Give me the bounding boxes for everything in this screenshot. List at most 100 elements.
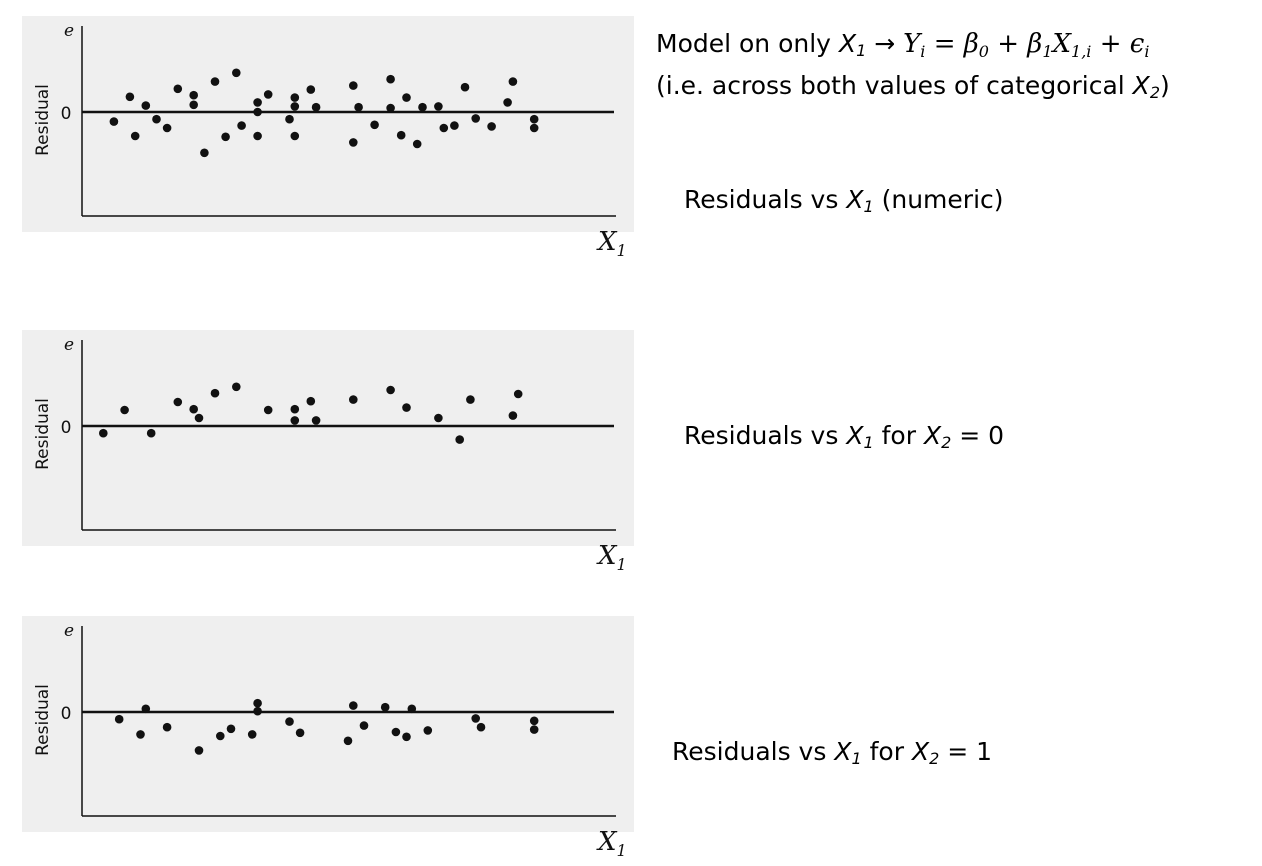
y-axis-letter: e bbox=[64, 335, 74, 355]
data-point bbox=[290, 93, 300, 102]
data-point bbox=[295, 728, 305, 738]
data-point bbox=[439, 123, 449, 133]
eq-equals: = bbox=[933, 29, 956, 59]
data-point bbox=[423, 726, 433, 735]
data-point bbox=[253, 698, 262, 708]
caption-suffix: for bbox=[869, 737, 904, 766]
data-point bbox=[263, 90, 273, 99]
data-point bbox=[386, 74, 395, 84]
data-point bbox=[412, 139, 422, 149]
eq-plus1: + bbox=[997, 29, 1020, 59]
model-equation: Yi = β0 + β1X1,i + ϵi bbox=[903, 29, 1149, 61]
data-point bbox=[99, 428, 108, 438]
data-point bbox=[136, 730, 145, 739]
eq-y: Y bbox=[903, 29, 921, 59]
data-point bbox=[120, 405, 129, 415]
data-point bbox=[455, 435, 465, 444]
data-point bbox=[343, 736, 353, 746]
subtitle-suffix: ) bbox=[1160, 71, 1170, 100]
data-point bbox=[407, 704, 417, 714]
eq-beta1-sub: 1 bbox=[1042, 42, 1053, 61]
data-point bbox=[471, 114, 481, 123]
caption-var2: X bbox=[923, 421, 942, 450]
data-point bbox=[402, 93, 411, 102]
data-point bbox=[306, 85, 316, 94]
data-point bbox=[290, 102, 300, 111]
data-point bbox=[285, 717, 294, 726]
data-point bbox=[402, 403, 411, 412]
data-point bbox=[466, 395, 475, 404]
x2-subscript: 2 bbox=[1149, 83, 1160, 102]
arrow-symbol: → bbox=[874, 29, 896, 58]
data-point bbox=[529, 716, 539, 726]
data-point bbox=[306, 396, 316, 406]
data-point bbox=[125, 92, 135, 102]
y-axis-label: Residual bbox=[33, 84, 53, 156]
caption-prefix: Residuals vs bbox=[672, 737, 827, 766]
data-point bbox=[173, 84, 183, 94]
residual-plot-x2-0: Residual e 0 X1 bbox=[22, 330, 634, 574]
data-point bbox=[189, 100, 198, 110]
y-axis-letter: e bbox=[64, 621, 74, 641]
eq-beta0: β bbox=[963, 29, 979, 59]
data-point bbox=[173, 397, 183, 407]
y-axis-letter: e bbox=[64, 21, 74, 41]
data-point bbox=[402, 732, 411, 742]
y-tick-label-zero: 0 bbox=[61, 704, 72, 724]
residual-plot-x2-1: Residual e 0 X1 bbox=[22, 616, 634, 860]
data-point bbox=[290, 131, 300, 141]
data-point bbox=[285, 114, 294, 124]
data-point bbox=[434, 102, 443, 111]
x1-symbol: X bbox=[838, 29, 857, 58]
data-point bbox=[471, 714, 481, 723]
data-point bbox=[253, 131, 262, 141]
data-point bbox=[460, 82, 470, 92]
eq-x: X bbox=[1052, 29, 1072, 59]
subtitle-prefix: (i.e. across both values of categorical bbox=[656, 71, 1125, 100]
data-point bbox=[237, 121, 246, 130]
caption-x2-1: Residuals vs X1 for X2 = 1 bbox=[672, 736, 992, 768]
model-prefix: Model on only bbox=[656, 29, 831, 58]
data-point bbox=[503, 98, 512, 107]
data-point bbox=[290, 404, 300, 414]
data-point bbox=[226, 724, 236, 734]
data-point bbox=[253, 706, 262, 716]
data-point bbox=[370, 120, 379, 130]
data-point bbox=[513, 389, 523, 399]
y-tick-label-zero: 0 bbox=[61, 104, 72, 124]
caption-tail: = 0 bbox=[959, 421, 1005, 450]
panel-background bbox=[22, 616, 634, 832]
data-point bbox=[141, 101, 151, 110]
data-point bbox=[391, 727, 401, 737]
caption-suffix: for bbox=[881, 421, 916, 450]
data-point bbox=[311, 416, 321, 425]
caption-var-sub: 1 bbox=[851, 749, 862, 768]
data-point bbox=[359, 721, 369, 730]
caption-prefix: Residuals vs bbox=[684, 185, 839, 214]
data-point bbox=[349, 81, 358, 90]
caption-var-sub: 1 bbox=[863, 197, 874, 216]
data-point bbox=[200, 148, 209, 158]
data-point bbox=[216, 731, 225, 741]
data-point bbox=[386, 385, 395, 395]
caption-all: Residuals vs X1 (numeric) bbox=[684, 184, 1004, 216]
x2-symbol: X bbox=[1132, 71, 1150, 100]
data-point bbox=[130, 131, 140, 141]
data-point bbox=[386, 103, 395, 113]
data-point bbox=[232, 68, 241, 78]
data-point bbox=[434, 413, 443, 423]
data-point bbox=[418, 102, 427, 112]
caption-var: X bbox=[834, 737, 852, 766]
data-point bbox=[210, 77, 220, 86]
caption-tail: = 1 bbox=[947, 737, 993, 766]
data-point bbox=[152, 114, 161, 124]
caption-var2-sub: 2 bbox=[929, 749, 940, 768]
caption-var2-sub: 2 bbox=[941, 433, 952, 452]
data-point bbox=[529, 114, 539, 124]
data-point bbox=[232, 382, 241, 392]
data-point bbox=[194, 413, 204, 423]
data-point bbox=[221, 132, 230, 142]
data-point bbox=[349, 701, 358, 710]
